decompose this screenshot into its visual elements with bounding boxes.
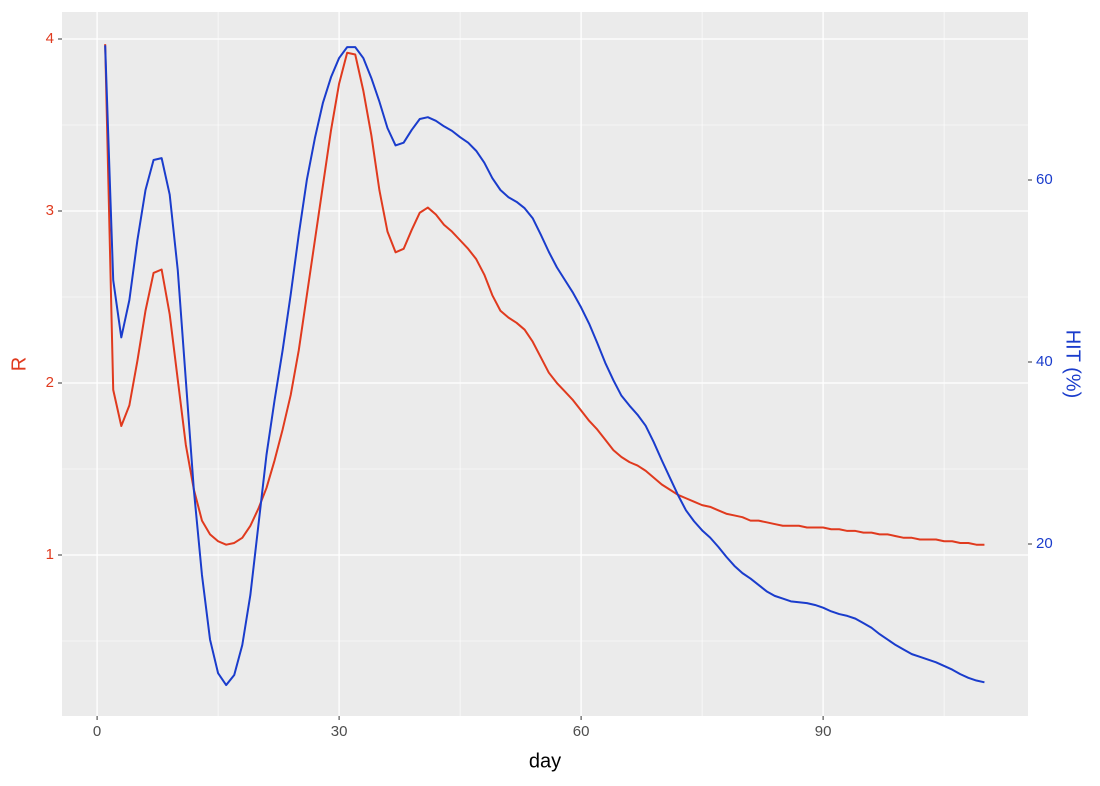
y2-tick-label: 40: [1036, 353, 1053, 370]
line-series: [104, 44, 985, 546]
x-tick-label: 90: [815, 723, 832, 740]
x-tick-label: 0: [93, 723, 101, 740]
y-tick-label: 1: [46, 546, 54, 563]
y2-tick-label: 60: [1036, 171, 1053, 188]
y2-tick-label: 20: [1036, 535, 1053, 552]
y2-axis-title: HIT (%): [1062, 330, 1084, 399]
y-tick-label: 3: [46, 202, 54, 219]
x-tick-label: 30: [331, 723, 348, 740]
y-axis-title: R: [8, 357, 30, 371]
y-tick-label: 4: [46, 30, 54, 47]
x-tick-label: 60: [573, 723, 590, 740]
line-series: [104, 45, 985, 687]
y-tick-label: 2: [46, 374, 54, 391]
x-axis-title: day: [529, 750, 561, 772]
